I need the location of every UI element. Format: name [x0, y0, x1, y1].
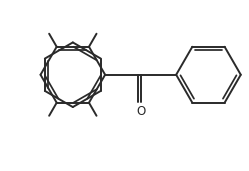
Text: O: O	[136, 105, 145, 118]
